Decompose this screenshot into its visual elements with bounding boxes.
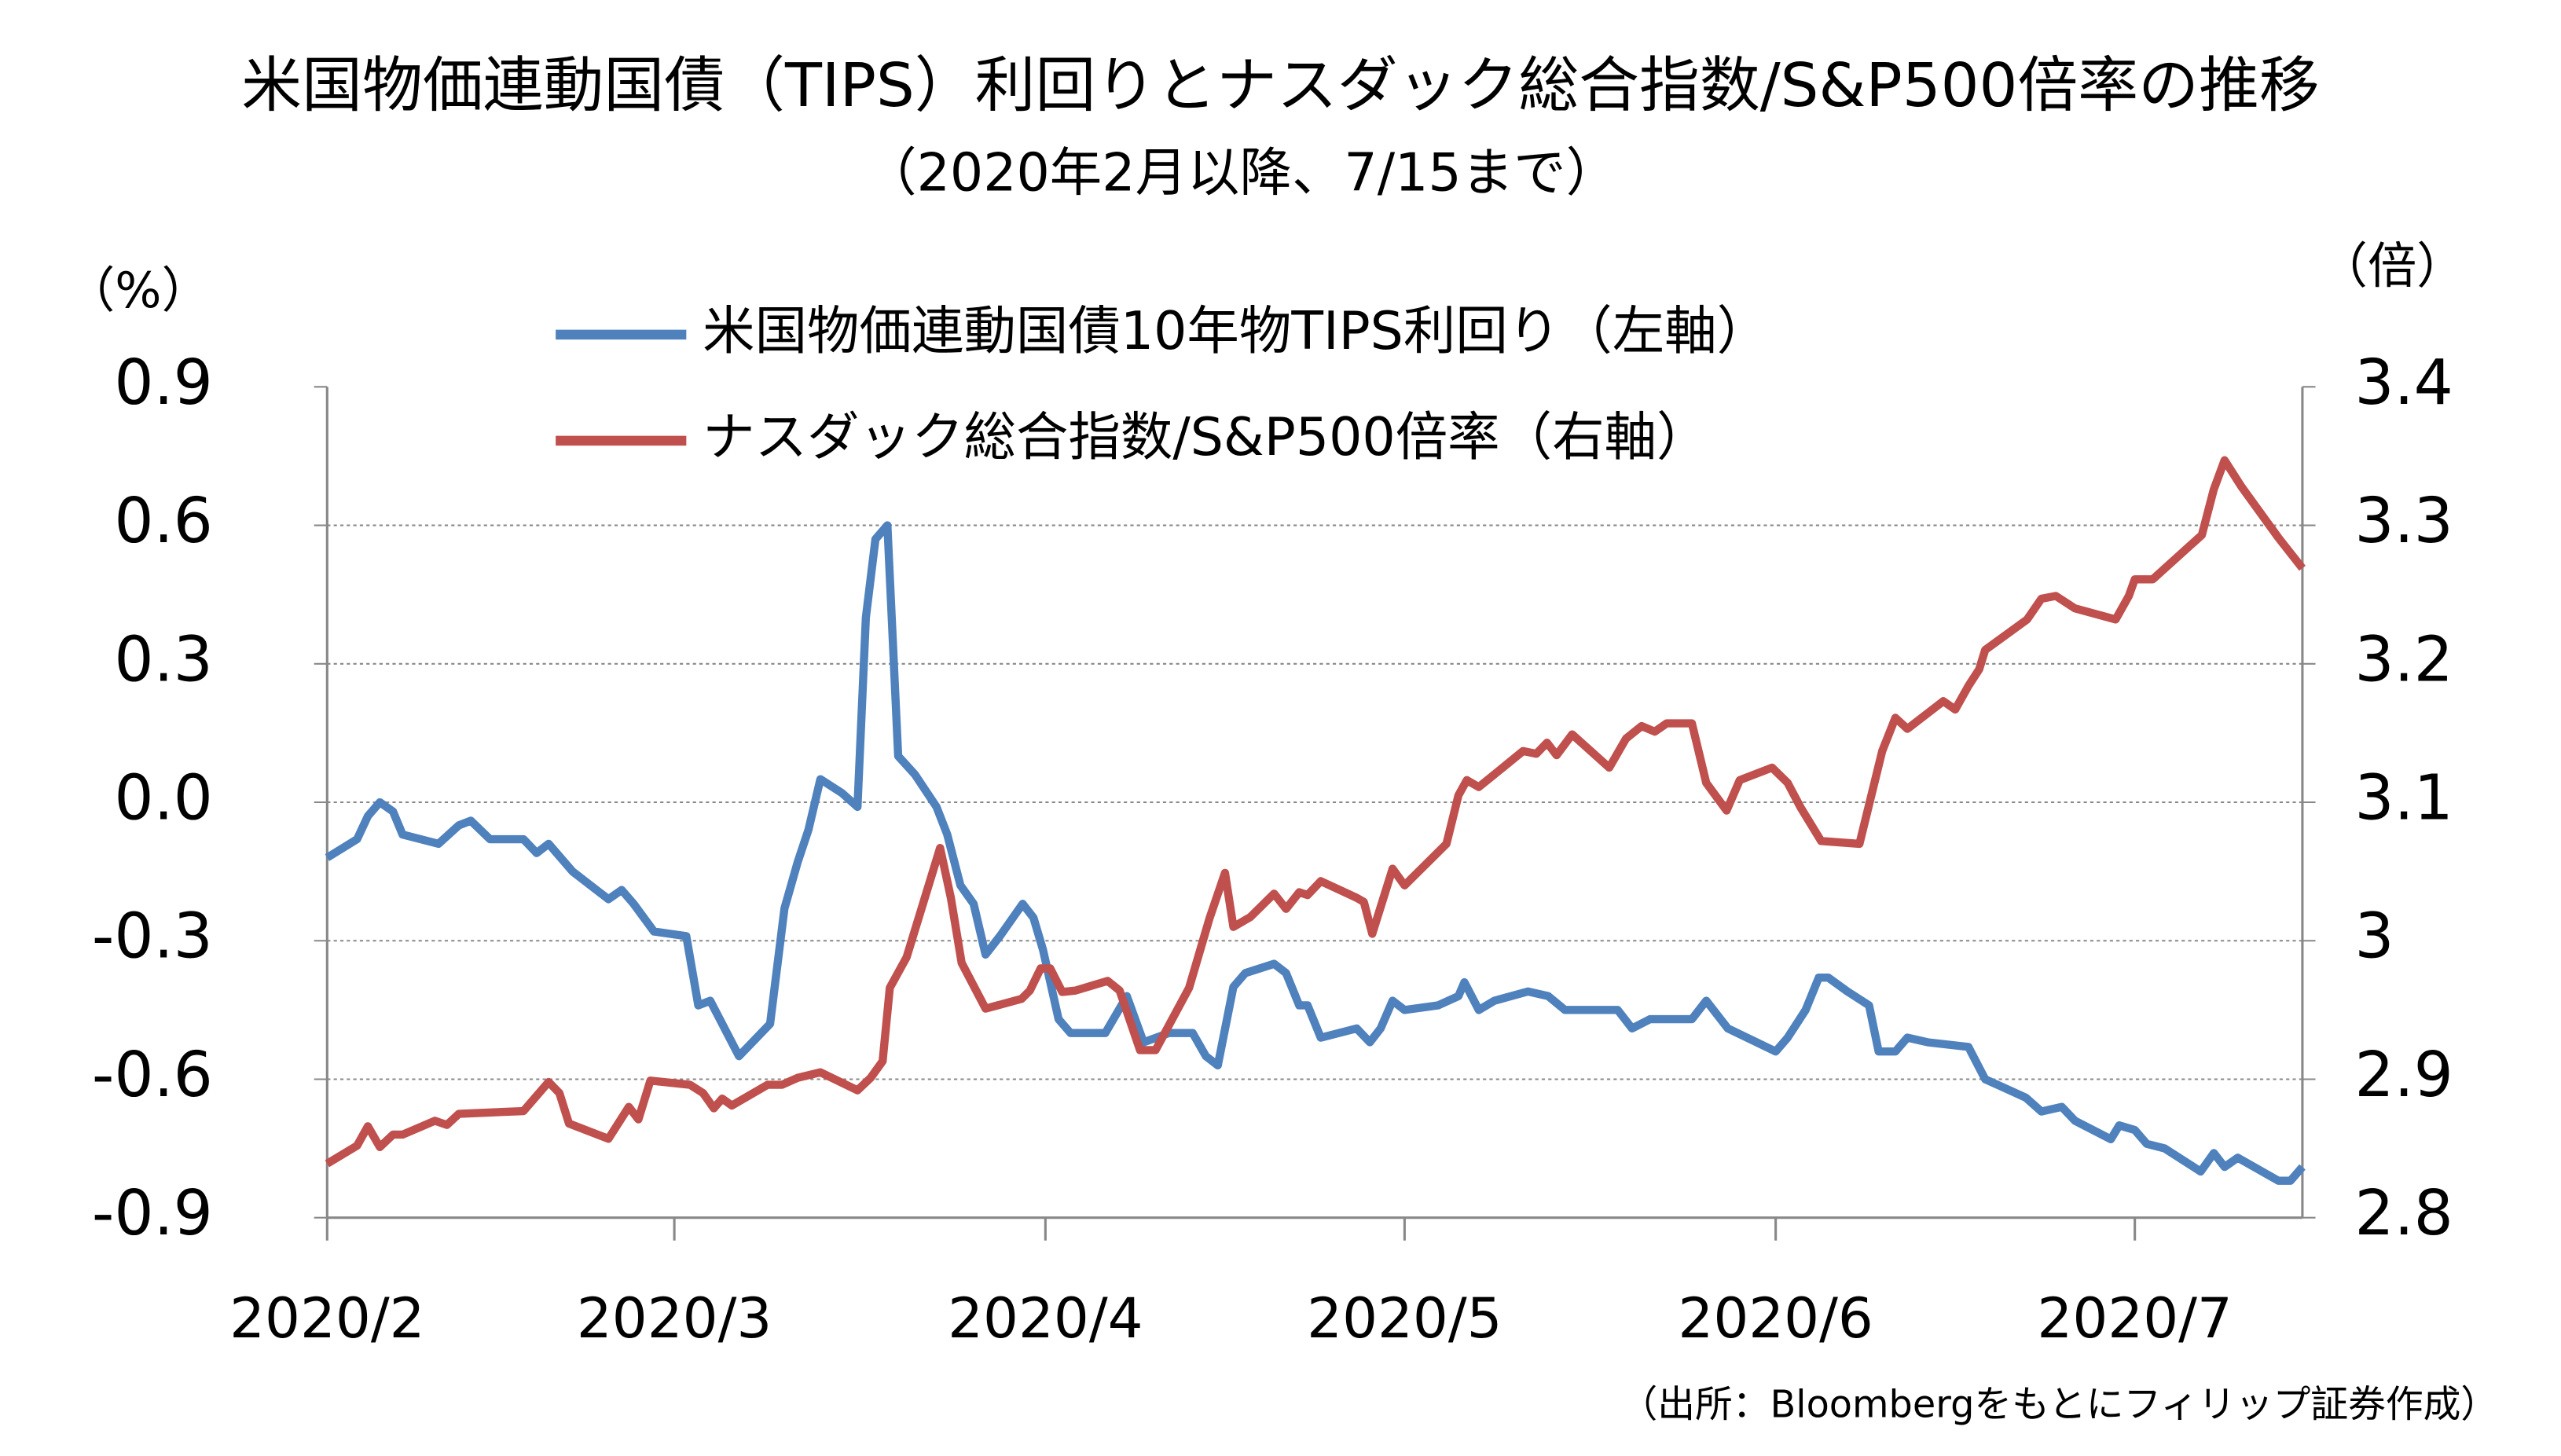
y-tick-label: 0.6 xyxy=(114,485,213,557)
y2-tick-label: 3.3 xyxy=(2354,485,2453,557)
x-tick-label: 2020/6 xyxy=(1678,1285,1873,1351)
y2-tick-label: 3.1 xyxy=(2354,762,2453,834)
y-tick-label: 0.3 xyxy=(114,623,213,695)
legend-label: 米国物価連動国債10年物TIPS利回り（左軸） xyxy=(703,300,1769,361)
y-tick-label: -0.6 xyxy=(92,1039,213,1111)
source-note: （出所：Bloombergをもとにフィリップ証券作成） xyxy=(1620,1384,2498,1427)
y-tick-label: -0.9 xyxy=(92,1177,213,1249)
x-tick-label: 2020/3 xyxy=(577,1285,772,1351)
y-tick-label: 0.0 xyxy=(114,762,213,834)
y-tick-label: -0.3 xyxy=(92,900,213,973)
y-axis-label: （%） xyxy=(66,262,211,319)
y2-tick-label: 3.4 xyxy=(2354,347,2453,419)
y2-axis-label: （倍） xyxy=(2319,237,2466,295)
x-tick-label: 2020/5 xyxy=(1307,1285,1502,1351)
x-tick-label: 2020/7 xyxy=(2037,1285,2232,1351)
series-line xyxy=(325,456,2306,1168)
chart-title: 米国物価連動国債（TIPS）利回りとナスダック総合指数/S&P500倍率の推移 xyxy=(241,51,2319,121)
series-line xyxy=(325,521,2306,1185)
legend-label: ナスダック総合指数/S&P500倍率（右軸） xyxy=(703,406,1708,468)
y-tick-label: 0.9 xyxy=(114,347,213,419)
x-tick-label: 2020/2 xyxy=(229,1285,424,1351)
y2-tick-label: 3 xyxy=(2354,900,2394,973)
y2-tick-label: 3.2 xyxy=(2354,623,2453,695)
y2-tick-label: 2.8 xyxy=(2354,1177,2453,1249)
x-tick-label: 2020/4 xyxy=(948,1285,1143,1351)
y2-tick-label: 2.9 xyxy=(2354,1039,2453,1111)
chart-subtitle: （2020年2月以降、7/15まで） xyxy=(864,141,1618,203)
